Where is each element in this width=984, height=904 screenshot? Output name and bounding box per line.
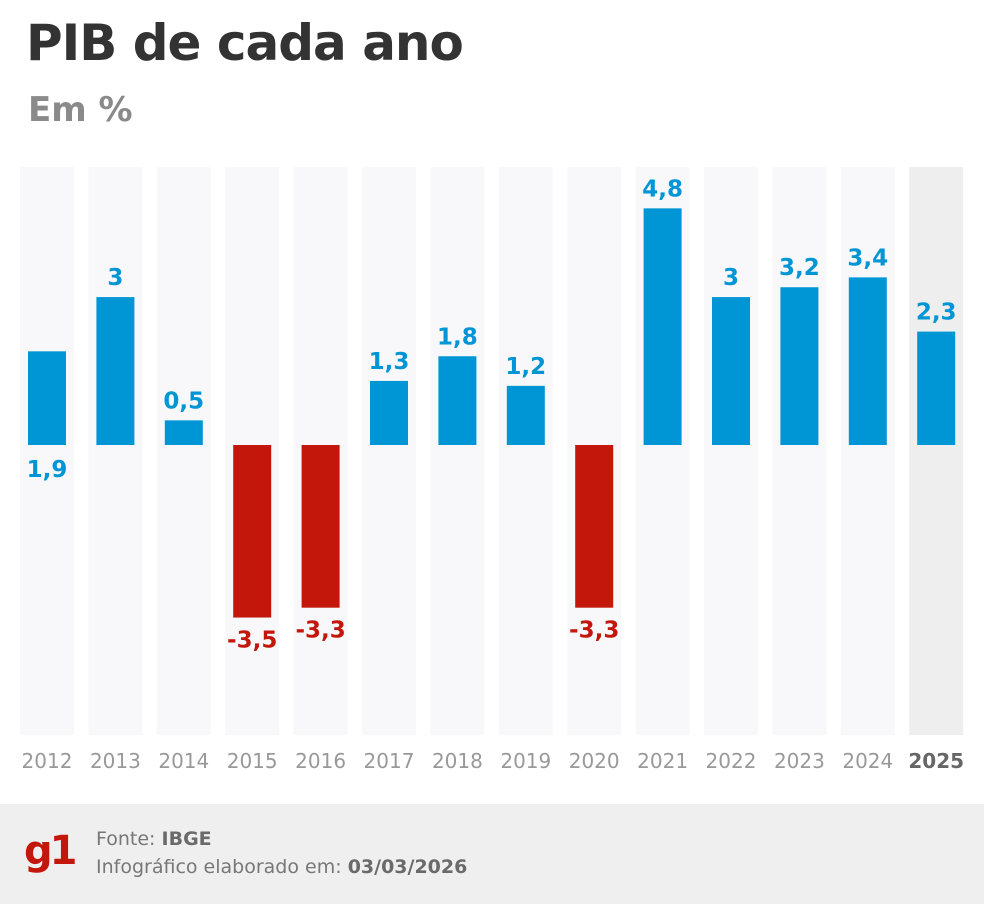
x-tick-label-2021: 2021 [637, 749, 688, 773]
bar-2022 [712, 297, 750, 445]
bar-2018 [438, 356, 477, 445]
column-background [362, 167, 416, 735]
bar-2020 [575, 445, 614, 608]
column-background [20, 167, 74, 735]
x-tick-label-2022: 2022 [706, 749, 757, 773]
x-tick-label-2018: 2018 [432, 749, 483, 773]
bar-2021 [643, 208, 682, 445]
data-label-2012: 1,9 [27, 457, 68, 483]
date-value: 03/03/2026 [347, 856, 468, 878]
data-label-2020: -3,3 [569, 618, 619, 644]
chart-subtitle: Em % [28, 90, 133, 130]
data-label-2017: 1,3 [369, 349, 410, 375]
source-label: Fonte: [96, 828, 156, 850]
bar-2024 [848, 277, 887, 445]
x-tick-label-2015: 2015 [227, 749, 278, 773]
bar-2017 [370, 380, 408, 445]
chart-title: PIB de cada ano [26, 14, 464, 72]
data-label-2015: -3,5 [227, 628, 277, 654]
bar-2012 [28, 351, 66, 445]
column-background [909, 167, 964, 735]
source-value: IBGE [161, 828, 212, 850]
x-tick-label-2024: 2024 [842, 749, 893, 773]
x-tick-label-2013: 2013 [90, 749, 141, 773]
x-tick-label-2019: 2019 [500, 749, 551, 773]
data-label-2025: 2,3 [916, 300, 957, 326]
g1-logo: g1 [24, 828, 77, 874]
column-background [772, 167, 827, 735]
x-tick-label-2016: 2016 [295, 749, 346, 773]
data-label-2022: 3 [723, 265, 739, 291]
data-label-2013: 3 [107, 265, 123, 291]
data-label-2024: 3,4 [847, 245, 888, 271]
bar-2014 [164, 420, 203, 445]
footer: g1 Fonte: IBGE Infográfico elaborado em:… [0, 804, 984, 904]
date-line: Infográfico elaborado em: 03/03/2026 [96, 856, 467, 878]
column-background [88, 167, 143, 735]
bar-2016 [301, 445, 340, 608]
x-tick-label-2014: 2014 [158, 749, 209, 773]
bar-2025 [917, 331, 956, 445]
x-tick-label-2012: 2012 [22, 749, 73, 773]
x-tick-label-2020: 2020 [569, 749, 620, 773]
date-label: Infográfico elaborado em: [96, 856, 342, 878]
bar-2013 [96, 297, 135, 445]
bar-2019 [506, 385, 545, 445]
column-background [704, 167, 758, 735]
x-tick-label-2025: 2025 [908, 749, 964, 773]
x-tick-label-2023: 2023 [774, 749, 825, 773]
data-label-2016: -3,3 [295, 618, 345, 644]
bar-chart: 1,9 2012 3 2013 0,5 2014 -3,5 2015 -3,3 2016 1,3 20… [20, 167, 964, 773]
source-line: Fonte: IBGE [96, 828, 212, 850]
data-label-2021: 4,8 [642, 176, 683, 202]
x-tick-label-2017: 2017 [364, 749, 415, 773]
column-background [430, 167, 485, 735]
column-background [156, 167, 211, 735]
column-background [840, 167, 895, 735]
bar-2015 [233, 445, 272, 618]
data-label-2018: 1,8 [437, 324, 478, 350]
data-label-2023: 3,2 [779, 255, 820, 281]
column-background [498, 167, 553, 735]
bar-2023 [780, 287, 819, 445]
data-label-2019: 1,2 [505, 354, 546, 380]
data-label-2014: 0,5 [163, 388, 204, 414]
